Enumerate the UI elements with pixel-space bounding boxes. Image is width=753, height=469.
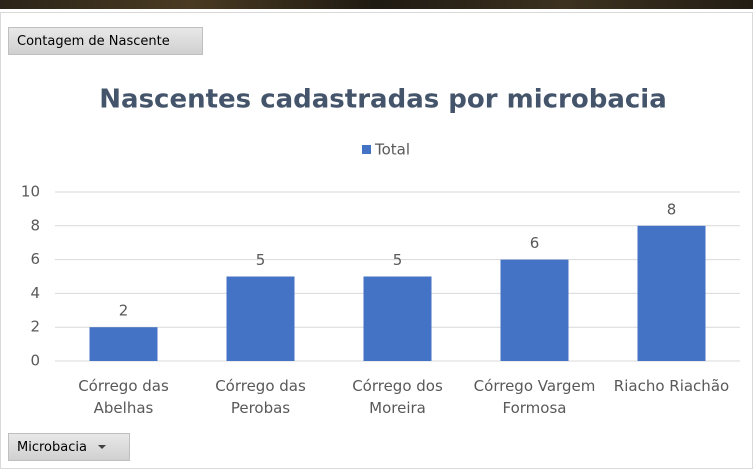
y-tick-label: 0 — [30, 352, 40, 370]
x-tick-label: Riacho Riachão — [607, 375, 737, 397]
y-tick-label: 8 — [30, 216, 40, 234]
bar — [227, 277, 295, 362]
y-tick-label: 2 — [30, 318, 40, 336]
data-label: 6 — [530, 234, 540, 252]
chart-title: Nascentes cadastradas por microbacia — [99, 85, 666, 115]
bar — [364, 277, 432, 362]
axis-field-button[interactable]: Microbacia — [8, 433, 130, 461]
bar — [638, 226, 706, 361]
x-tick-label: Córrego das Perobas — [196, 375, 326, 419]
button-label: Microbacia — [17, 440, 87, 455]
x-tick-label: Córrego das Abelhas — [59, 375, 189, 419]
y-tick-label: 6 — [30, 250, 40, 268]
data-label: 2 — [119, 302, 129, 320]
legend-label: Total — [374, 141, 410, 159]
bar — [501, 260, 569, 361]
dropdown-arrow — [97, 444, 107, 450]
x-tick-label: Córrego dos Moreira — [333, 375, 463, 419]
bar — [90, 327, 158, 361]
legend-swatch — [362, 145, 371, 154]
data-label: 5 — [393, 251, 403, 269]
data-label: 5 — [256, 251, 266, 269]
data-label: 8 — [667, 200, 677, 218]
value-field-button[interactable]: Contagem de Nascente — [8, 27, 203, 55]
y-tick-label: 4 — [30, 284, 40, 302]
page: Nascentes cadastradas por microbacia 0 2 4… — [0, 0, 753, 469]
y-tick-label: 10 — [21, 183, 40, 201]
x-tick-label: Córrego Vargem Formosa — [470, 375, 600, 419]
button-label: Contagem de Nascente — [17, 34, 170, 49]
